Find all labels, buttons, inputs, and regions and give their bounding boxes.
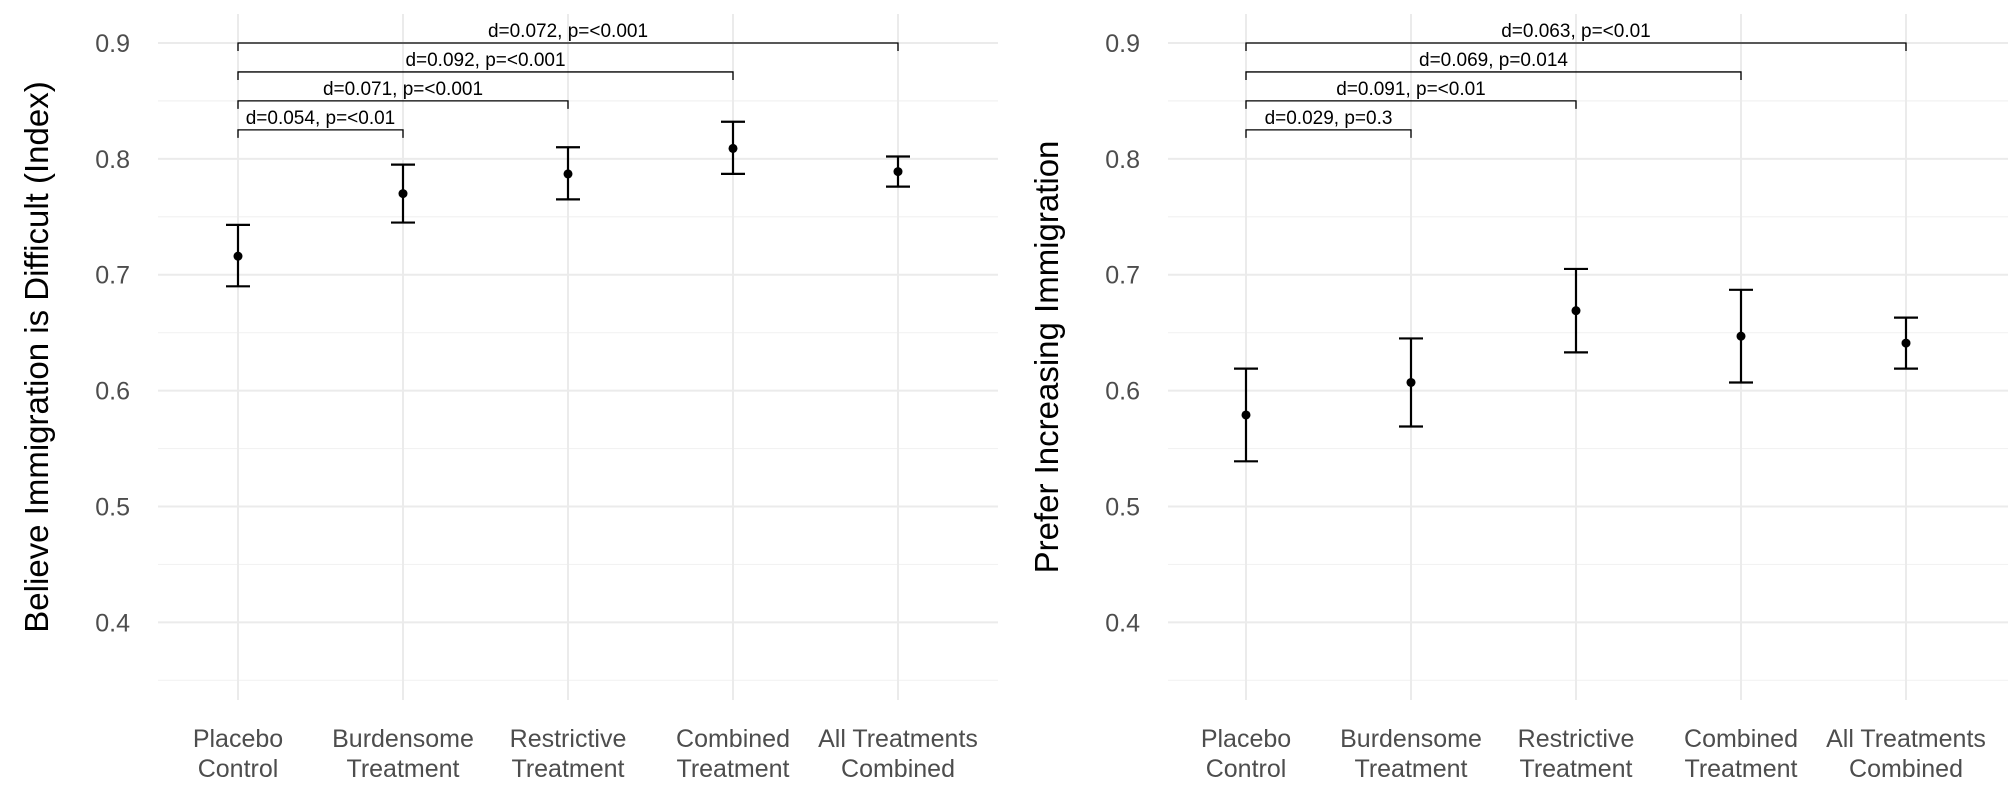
comparison-label: d=0.071, p=<0.001	[323, 79, 483, 100]
comparison-label: d=0.029, p=0.3	[1265, 108, 1393, 129]
y-tick-label: 0.4	[1105, 609, 1140, 637]
data-point	[398, 189, 408, 199]
y-tick-label: 0.7	[1105, 262, 1140, 290]
comparison-label: d=0.063, p=<0.01	[1501, 21, 1651, 42]
data-point	[1571, 306, 1581, 316]
x-category-label: Restrictive Treatment	[510, 725, 627, 783]
comparison-label: d=0.091, p=<0.01	[1336, 79, 1486, 100]
y-tick-label: 0.9	[95, 30, 130, 58]
comparison-bracket	[1245, 71, 1742, 80]
x-category-label: Placebo Control	[1201, 725, 1291, 783]
x-category-label: Burdensome Treatment	[332, 725, 474, 783]
y-tick-label: 0.6	[1105, 378, 1140, 406]
panel-right: 0.4 0.5 0.6 0.7 0.8 0.9 Prefer Increasing Immi…	[1028, 14, 2008, 783]
y-tick-label: 0.5	[1105, 493, 1140, 521]
comparison-bracket	[1245, 100, 1577, 109]
comparison-label: d=0.054, p=<0.01	[246, 108, 396, 129]
y-tick-label: 0.5	[95, 493, 130, 521]
y-axis-title: Believe Immigration is Difficult (Index)	[18, 81, 55, 632]
y-tick-label: 0.7	[95, 262, 130, 290]
y-axis-title: Prefer Increasing Immigration	[1028, 141, 1065, 574]
comparison-bracket	[237, 71, 734, 80]
y-tick-label: 0.4	[95, 609, 130, 637]
comparison-bracket	[237, 100, 569, 109]
data-point	[1241, 410, 1251, 420]
y-tick-label: 0.8	[1105, 146, 1140, 174]
data-point	[233, 251, 243, 261]
comparison-label: d=0.092, p=<0.001	[405, 50, 565, 71]
x-category-label: All Treatments Combined	[818, 725, 978, 783]
data-point	[1736, 331, 1746, 341]
comparison-bracket	[1245, 42, 1907, 51]
y-tick-label: 0.9	[1105, 30, 1140, 58]
panel-left: 0.4 0.5 0.6 0.7 0.8 0.9 Believe Immigration is…	[18, 14, 998, 783]
data-point	[1406, 377, 1416, 387]
x-category-label: Combined Treatment	[676, 725, 790, 783]
x-category-label: Restrictive Treatment	[1518, 725, 1635, 783]
data-point	[893, 167, 903, 177]
comparison-label: d=0.069, p=0.014	[1419, 50, 1568, 71]
x-category-label: Burdensome Treatment	[1340, 725, 1482, 783]
y-tick-label: 0.6	[95, 378, 130, 406]
y-tick-label: 0.8	[95, 146, 130, 174]
comparison-bracket	[1245, 129, 1412, 138]
x-category-label: Combined Treatment	[1684, 725, 1798, 783]
x-category-label: All Treatments Combined	[1826, 725, 1986, 783]
data-point	[563, 169, 573, 179]
comparison-label: d=0.072, p=<0.001	[488, 21, 648, 42]
data-point	[728, 143, 738, 153]
comparison-bracket	[237, 42, 899, 51]
comparison-bracket	[237, 129, 404, 138]
x-category-label: Placebo Control	[193, 725, 283, 783]
data-point	[1901, 338, 1911, 348]
